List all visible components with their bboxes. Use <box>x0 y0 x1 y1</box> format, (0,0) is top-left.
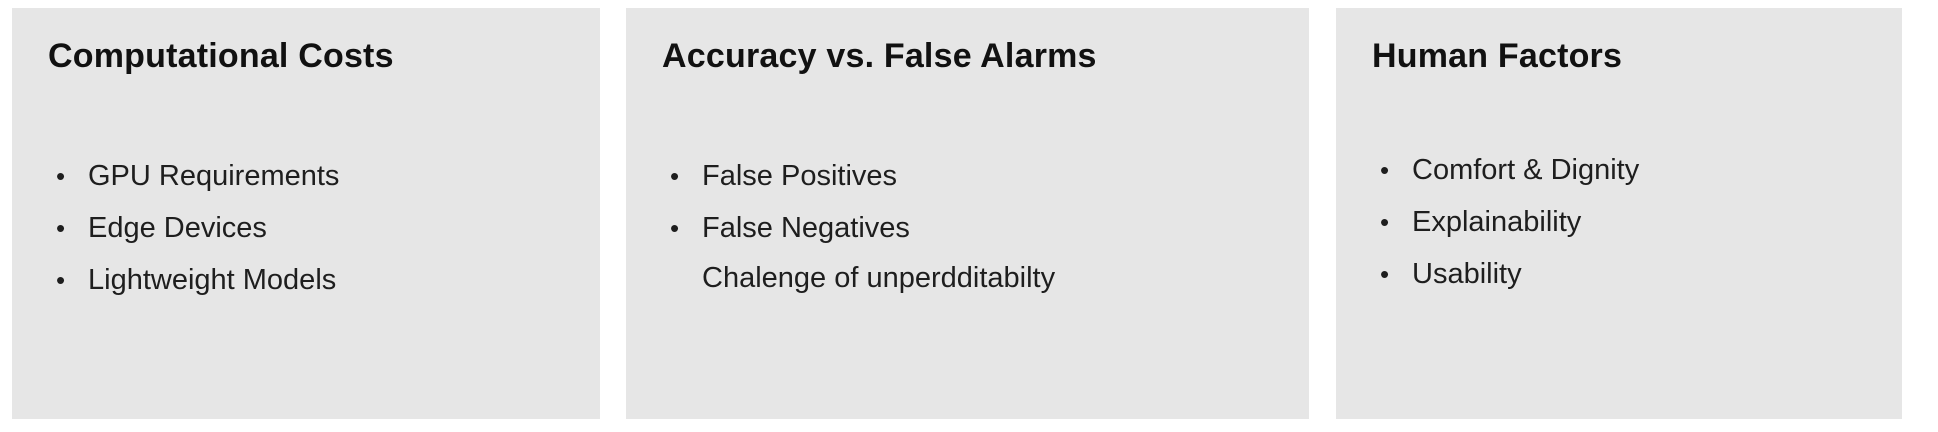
card-human-factors: Human Factors • Comfort & Dignity • Expl… <box>1336 8 1902 419</box>
card-title: Computational Costs <box>48 37 394 75</box>
bullet-icon: • <box>670 161 680 191</box>
list-item-label: GPU Requirements <box>88 160 340 192</box>
list-item: • Edge Devices <box>56 202 600 254</box>
bullet-list: • GPU Requirements • Edge Devices • Ligh… <box>12 150 600 306</box>
list-item: • Comfort & Dignity <box>1380 144 1902 196</box>
list-item-label: False Negatives <box>702 212 910 244</box>
list-item: • False Positives <box>670 150 1309 202</box>
list-item: • GPU Requirements <box>56 150 600 202</box>
list-item: • Usability <box>1380 248 1902 300</box>
list-item: • Explainability <box>1380 196 1902 248</box>
list-item-label: Usability <box>1412 258 1522 290</box>
bullet-list: • Comfort & Dignity • Explainability • U… <box>1336 144 1902 300</box>
list-item-label: Lightweight Models <box>88 264 337 296</box>
list-item-label: Edge Devices <box>88 212 267 244</box>
list-item: • False Negatives <box>670 202 1309 254</box>
card-note: Chalenge of unperdditabilty <box>702 262 1056 294</box>
list-item-label: Comfort & Dignity <box>1412 154 1640 186</box>
card-title: Human Factors <box>1372 37 1623 75</box>
bullet-icon: • <box>56 161 66 191</box>
card-computational-costs: Computational Costs • GPU Requirements •… <box>12 8 600 419</box>
bullet-icon: • <box>1380 259 1390 289</box>
list-item-label: Explainability <box>1412 206 1582 238</box>
bullet-icon: • <box>56 265 66 295</box>
bullet-icon: • <box>670 213 680 243</box>
card-title: Accuracy vs. False Alarms <box>662 37 1097 75</box>
bullet-icon: • <box>1380 155 1390 185</box>
card-accuracy-vs-false-alarms: Accuracy vs. False Alarms • False Positi… <box>626 8 1309 419</box>
bullet-list: • False Positives • False Negatives <box>626 150 1309 254</box>
bullet-icon: • <box>1380 207 1390 237</box>
list-item: • Lightweight Models <box>56 254 600 306</box>
bullet-icon: • <box>56 213 66 243</box>
list-item-label: False Positives <box>702 160 898 192</box>
